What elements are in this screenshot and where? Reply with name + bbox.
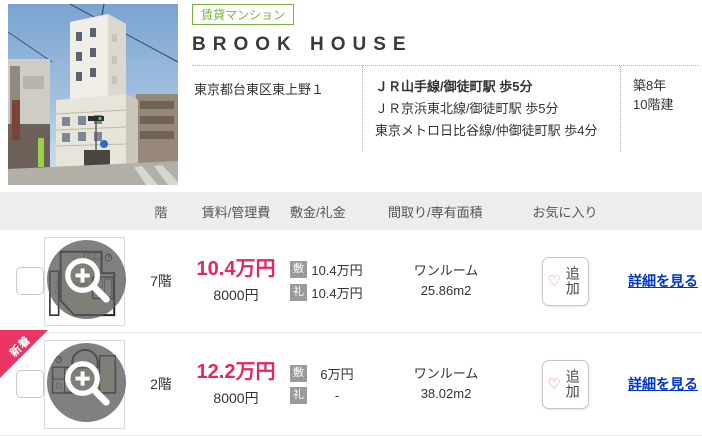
management-fee: 8000円 [213,287,259,303]
new-listing-ribbon: 新着 [0,330,48,378]
heart-icon: ♡ [547,272,561,290]
rent-price: 12.2万円 [196,361,276,383]
property-title: BROOK HOUSE [192,34,413,56]
deposit-badge: 敷 [290,261,307,278]
header-deposit: 敷金/礼金 [290,204,346,220]
station-access-primary: ＪＲ山手線/御徒町駅 歩5分 [375,79,533,95]
built-age: 築8年 [633,78,667,94]
category-tag: 賃貸マンション [192,4,295,26]
layout-type: ワンルーム [413,263,479,278]
add-favorite-label: 追加 [564,266,581,296]
key-money-badge: 礼 [290,387,307,404]
key-money-badge: 礼 [290,284,307,301]
zoom-in-icon[interactable] [47,339,126,426]
management-fee: 8000円 [213,390,259,406]
key-money-value: 10.4万円 [311,286,363,301]
heart-icon: ♡ [547,375,561,393]
floorplan-thumbnail[interactable] [44,339,126,429]
header-floor: 階 [154,204,168,220]
listing-row: 新着 [0,330,702,436]
floorplan-thumbnail[interactable]: テラス 洋室 14.3帖 [44,236,126,326]
deposit-value: 10.4万円 [311,263,363,278]
floor-value: 2階 [150,376,172,392]
station-access-list: ＪＲ山手線/御徒町駅 歩5分 ＪＲ京浜東北線/御徒町駅 歩5分 東京メトロ日比谷… [362,66,620,153]
view-details-link[interactable]: 詳細を見る [628,273,698,289]
building-photo-illustration [8,4,178,185]
key-money-value: - [334,388,340,403]
row-checkbox[interactable] [16,267,44,295]
station-access-tertiary: 東京メトロ日比谷線/仲御徒町駅 歩4分 [375,123,598,139]
view-details-link[interactable]: 詳細を見る [628,376,698,392]
stories: 10階建 [633,97,674,113]
header-favorite: お気に入り [532,204,598,220]
deposit-value: 6万円 [320,367,354,382]
listing-row: テラス 洋室 14.3帖 [0,230,702,333]
building-spec: 築8年 10階建 [620,66,698,153]
layout-area: 25.86m2 [420,283,472,298]
property-info-table: 東京都台東区東上野１ ＪＲ山手線/御徒町駅 歩5分 ＪＲ京浜東北線/御徒町駅 歩… [192,65,698,153]
building-photo[interactable] [8,4,178,185]
layout-area: 38.02m2 [420,386,472,401]
deposit-badge: 敷 [290,365,307,382]
header-layout: 間取り/専有面積 [388,204,483,220]
property-address: 東京都台東区東上野１ [194,82,325,98]
floor-value: 7階 [150,273,172,289]
add-favorite-button[interactable]: ♡ 追加 [541,256,589,306]
header-rent: 賃料/管理費 [201,204,271,220]
layout-type: ワンルーム [413,366,479,381]
property-header: 賃貸マンション BROOK HOUSE 東京都台東区東上野１ ＪＲ山手線/御徒町… [0,0,702,192]
add-favorite-label: 追加 [564,369,581,399]
property-summary: 賃貸マンション BROOK HOUSE 東京都台東区東上野１ ＪＲ山手線/御徒町… [192,4,698,153]
station-access-secondary: ＪＲ京浜東北線/御徒町駅 歩5分 [375,101,559,117]
listing-table-header: 階 賃料/管理費 敷金/礼金 間取り/専有面積 お気に入り [0,192,702,230]
add-favorite-button[interactable]: ♡ 追加 [541,359,589,409]
new-listing-label: 新着 [7,333,34,360]
rent-price: 10.4万円 [196,258,276,280]
zoom-in-icon[interactable] [47,236,126,323]
